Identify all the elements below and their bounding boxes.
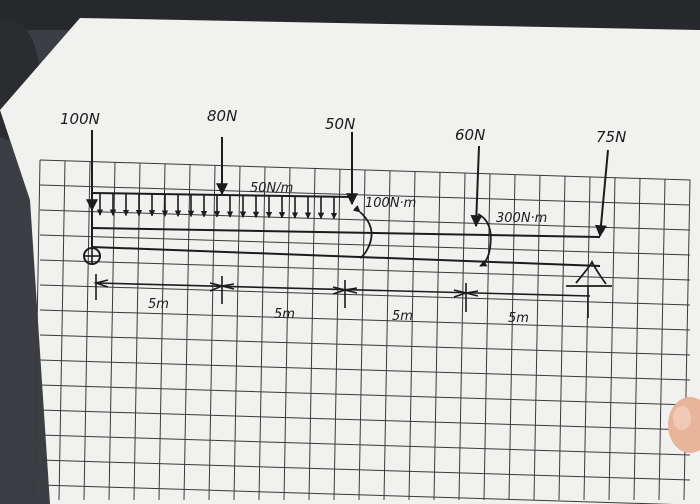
distributed-load [96,193,338,220]
grid-line-horizontal [39,334,691,356]
force-label-b: 80N [207,107,237,125]
grid-line-horizontal [39,434,691,456]
pin-support [83,247,101,265]
grid-line-horizontal [39,159,691,181]
grid-line-vertical [658,178,666,501]
grid-line-vertical [133,162,141,501]
grid-line-vertical [408,171,416,501]
right-support [566,259,612,287]
grid-line-horizontal [39,459,691,481]
span-label-4: 5m [508,311,529,326]
grid-line-vertical [458,172,466,501]
grid-line-horizontal [39,284,691,306]
grid-line-horizontal [39,184,691,206]
grid-line-vertical [183,164,191,501]
grid-line-vertical [158,163,166,501]
grid-line-vertical [233,165,241,501]
moment-arrow-c [352,205,373,259]
grid-line-vertical [58,160,66,501]
grid-line-vertical [108,162,116,501]
grid-line-vertical [533,174,541,501]
dimension-line [93,274,591,318]
span-label-1: 5m [148,297,169,312]
grid-line-vertical [383,170,391,501]
grid-line-vertical [508,174,516,501]
grid-line-vertical [558,175,566,501]
distributed-load-label: 50N/m [250,181,293,196]
grid-line-vertical [33,159,41,501]
grid-line-vertical [608,177,616,501]
grid-line-vertical [208,165,216,501]
force-arrow-d [470,145,483,228]
grid-line-horizontal [39,409,691,431]
grid-line-vertical [83,161,91,501]
grid-line-vertical [633,177,641,501]
span-label-3: 5m [392,309,413,324]
grid-line-vertical [308,168,316,501]
paper-sheet [0,18,700,504]
force-label-d: 60N [455,126,485,144]
moment-label-c: 100N·m [365,196,416,211]
force-label-c: 50N [325,115,355,133]
grid-line-horizontal [39,234,691,256]
grid-line-vertical [283,167,291,501]
grid-line-vertical [258,166,266,501]
graph-grid [33,159,691,504]
force-arrow-e [595,149,609,238]
span-label-2: 5m [274,307,295,322]
grid-line-horizontal [39,309,691,331]
grid-line-horizontal [39,359,691,381]
grid-line-vertical [583,176,591,501]
grid-line-horizontal [39,484,674,504]
grid-line-horizontal [39,209,691,231]
grid-line-vertical [333,168,341,501]
force-label-e: 75N [596,128,626,146]
grid-line-vertical [433,171,441,501]
grid-line-horizontal [39,384,691,406]
force-label-a: 100N [60,110,100,128]
moment-label-d: 300N·m [496,211,547,226]
moment-arrow-d [477,213,492,267]
